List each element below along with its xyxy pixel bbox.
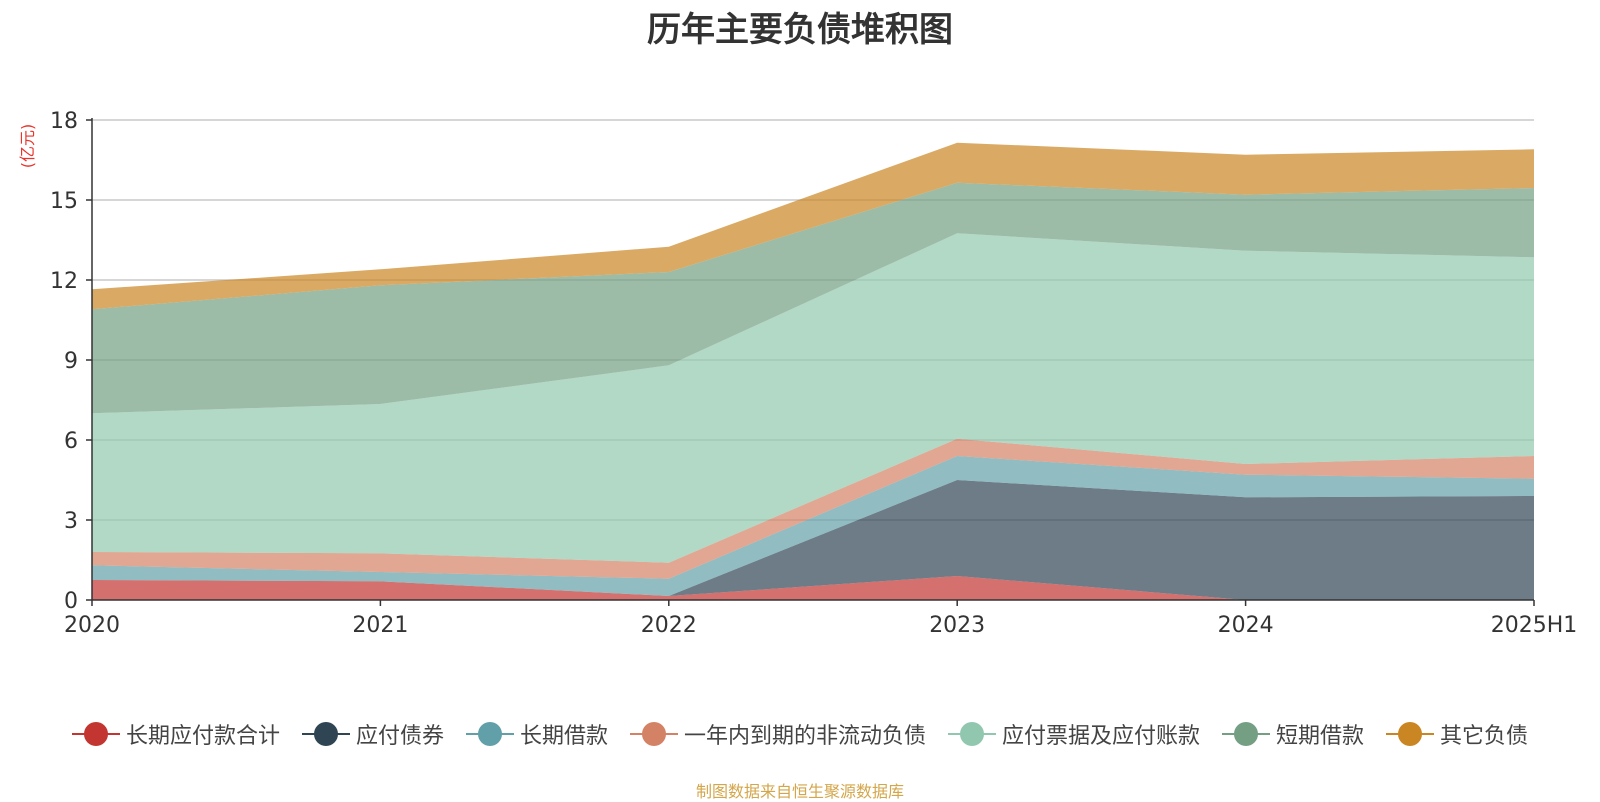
- legend-swatch-icon: [1222, 722, 1271, 746]
- y-tick-label: 9: [64, 349, 78, 374]
- legend-item[interactable]: 短期借款: [1222, 718, 1364, 750]
- legend: 长期应付款合计 应付债券 长期借款 一年内到期的非流动负债 应付票据及应付账款 短期借款 其…: [0, 718, 1600, 750]
- x-tick-label: 2023: [929, 613, 985, 638]
- legend-swatch-icon: [1386, 722, 1435, 746]
- x-tick-label: 2021: [352, 613, 408, 638]
- legend-swatch-icon: [301, 722, 350, 746]
- x-tick-label: 2020: [64, 613, 120, 638]
- area-series-5: [92, 182, 1534, 414]
- legend-label: 其它负债: [1440, 724, 1529, 749]
- chart-title: 历年主要负债堆积图: [647, 10, 953, 50]
- legend-label: 短期借款: [1276, 724, 1365, 749]
- legend-label: 长期借款: [519, 724, 608, 749]
- area-series-6: [92, 142, 1534, 310]
- y-tick-label: 12: [50, 269, 78, 294]
- x-tick-label: 2025H1: [1491, 613, 1578, 638]
- legend-item[interactable]: 长期应付款合计: [71, 718, 280, 750]
- legend-label: 长期应付款合计: [125, 724, 280, 749]
- legend-label: 应付债券: [355, 724, 444, 749]
- legend-swatch-icon: [465, 722, 514, 746]
- legend-item[interactable]: 应付票据及应付账款: [948, 718, 1200, 750]
- legend-item[interactable]: 长期借款: [465, 718, 608, 750]
- x-tick-label: 2024: [1218, 613, 1274, 638]
- legend-item[interactable]: 其它负债: [1386, 718, 1528, 750]
- legend-item[interactable]: 一年内到期的非流动负债: [629, 718, 926, 750]
- area-series-2: [92, 456, 1534, 596]
- legend-label: 一年内到期的非流动负债: [683, 724, 926, 749]
- y-tick-label: 3: [64, 509, 78, 534]
- legend-item[interactable]: 应付债券: [301, 718, 444, 750]
- area-series-4: [92, 233, 1534, 563]
- y-tick-label: 18: [50, 109, 78, 134]
- area-series-0: [92, 576, 1534, 600]
- legend-label: 应付票据及应付账款: [1002, 724, 1201, 749]
- y-tick-label: 6: [64, 429, 78, 454]
- y-axis-unit-label: (亿元): [18, 124, 37, 169]
- source-note: 制图数据来自恒生聚源数据库: [695, 782, 904, 801]
- legend-swatch-icon: [629, 722, 678, 746]
- x-tick-label: 2022: [641, 613, 697, 638]
- area-series-1: [92, 480, 1534, 600]
- y-tick-label: 15: [50, 189, 78, 214]
- legend-swatch-icon: [71, 722, 120, 746]
- area-series-3: [92, 438, 1534, 579]
- axis-layer: 0 3 6 9 12 15 18 2020 2021 2022 2023 2024 2025H1: [50, 109, 1577, 638]
- area-layer: [92, 142, 1534, 600]
- legend-swatch-icon: [948, 722, 996, 746]
- y-tick-label: 0: [64, 589, 78, 614]
